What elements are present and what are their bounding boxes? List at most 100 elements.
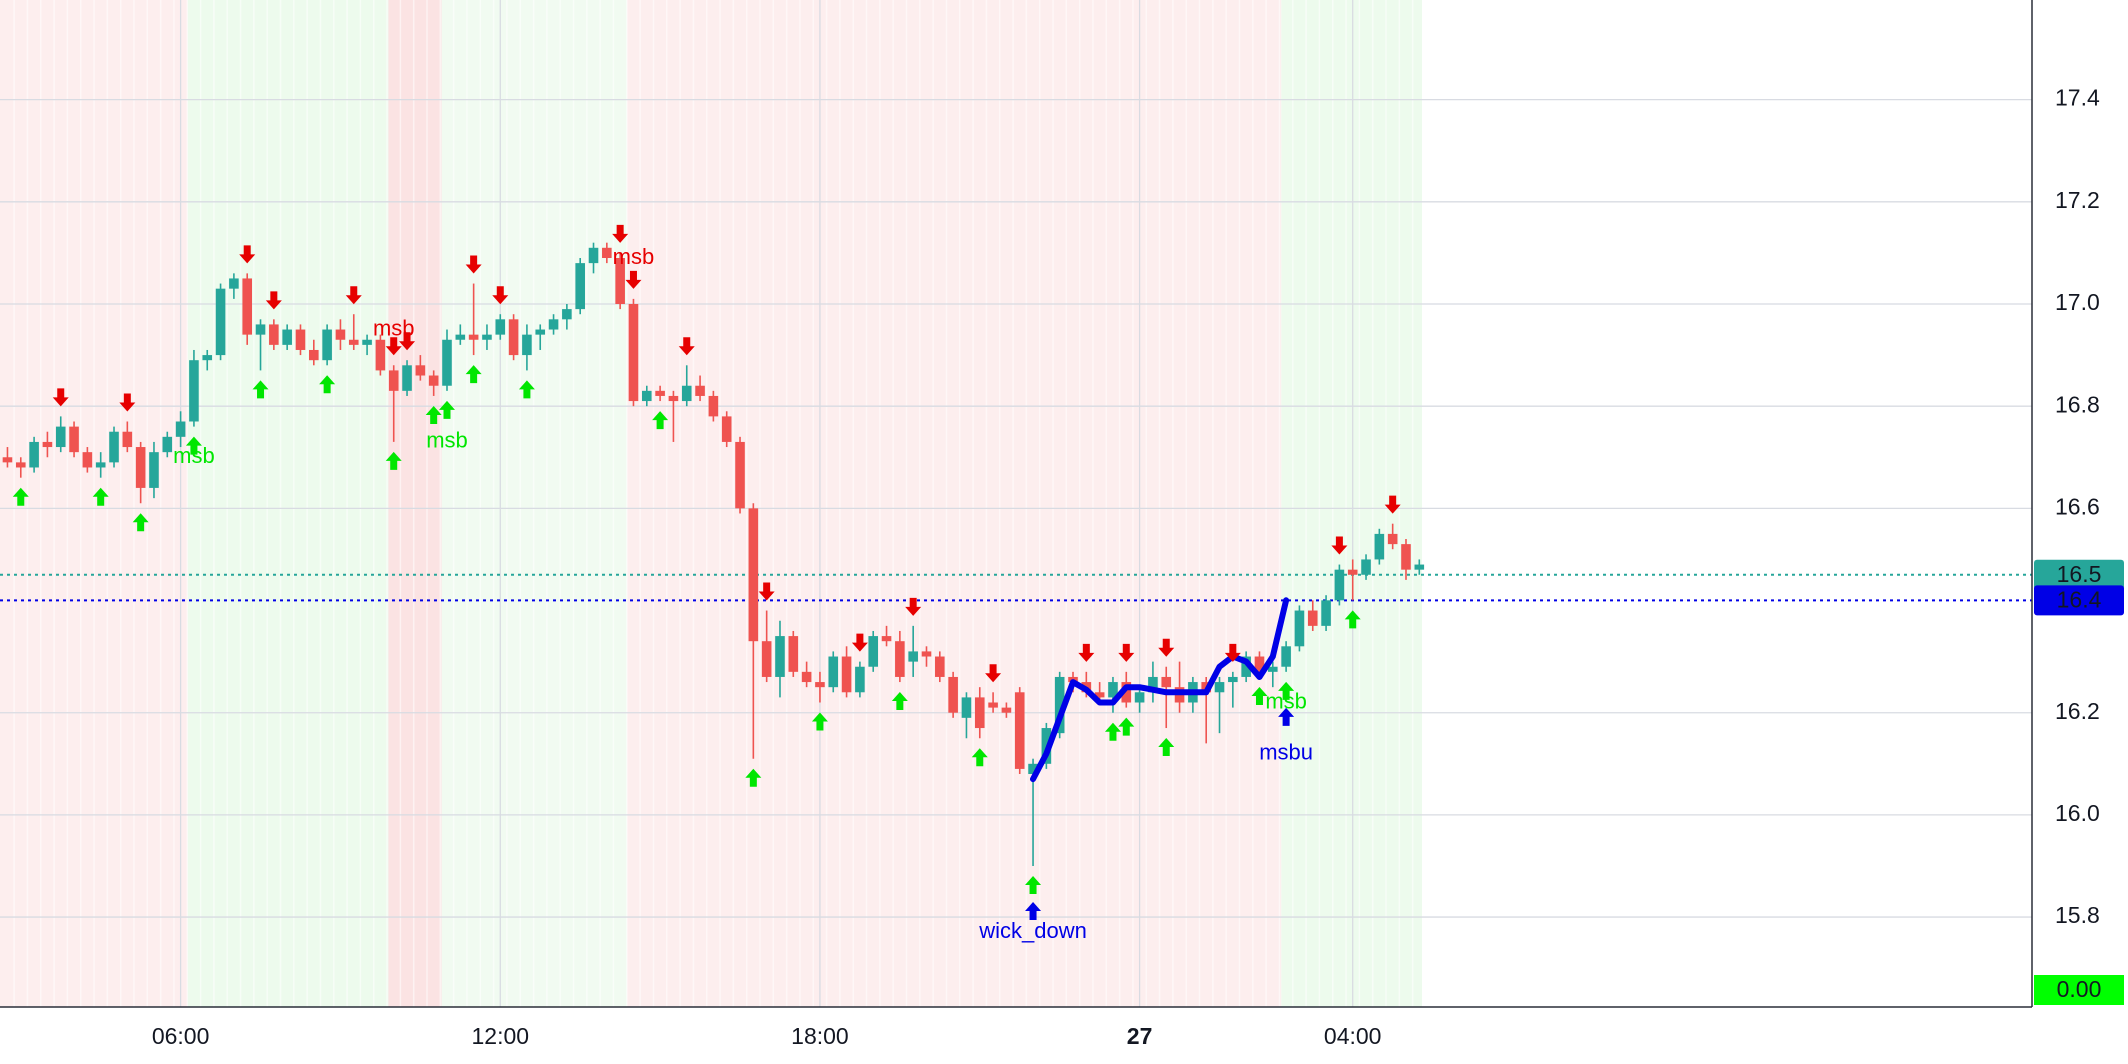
annotation: msb: [373, 315, 415, 340]
candle-body: [255, 324, 266, 335]
signal-up-arrow: [132, 513, 149, 532]
x-tick-label: 27: [1127, 1023, 1153, 1049]
candle-body: [828, 656, 839, 688]
signal-up-arrow: [438, 400, 455, 419]
candle-body: [82, 452, 93, 468]
candle-body: [801, 671, 812, 683]
indicator-label: 0.00: [2057, 976, 2102, 1002]
candle-body: [655, 390, 665, 396]
candle-body: [1307, 610, 1318, 626]
candle-body: [908, 651, 918, 662]
session-zone: [1281, 0, 1422, 1007]
signal-down-arrow: [851, 633, 868, 652]
price-lines: [0, 573, 2032, 602]
candle-body: [788, 636, 799, 672]
candle-body: [921, 651, 932, 657]
signal-up-arrow: [971, 748, 988, 767]
candle-body: [295, 329, 306, 350]
signal-down-arrow: [265, 291, 282, 310]
candle-body: [95, 462, 106, 468]
signals: [12, 224, 1401, 920]
candle-body: [775, 636, 785, 677]
candle-body: [522, 334, 532, 356]
signal-blue-arrow: [1278, 707, 1295, 726]
candle-body: [1241, 656, 1251, 677]
session-zone: [187, 0, 389, 1007]
annotation: wick_down: [978, 918, 1087, 943]
candle-body: [69, 426, 79, 453]
candle-body: [202, 355, 213, 361]
candle-body: [668, 395, 679, 402]
annotation: msbu: [1259, 739, 1313, 764]
y-tick-label: 17.2: [2055, 187, 2100, 213]
candle-body: [1268, 666, 1278, 672]
signal-down-arrow: [465, 255, 482, 274]
signal-down-arrow: [239, 245, 256, 264]
signal-down-arrow: [625, 270, 642, 289]
candle-body: [1334, 569, 1345, 601]
candle-body: [1361, 559, 1371, 575]
session-zone: [627, 0, 1282, 1007]
signal-down-arrow: [1158, 638, 1175, 657]
candle-body: [162, 436, 173, 453]
signal-down-arrow: [345, 286, 362, 305]
candle-body: [628, 303, 639, 402]
candle-body: [402, 365, 412, 391]
session-zone: [388, 0, 442, 1007]
y-tick-label: 16.6: [2055, 493, 2100, 519]
candle-body: [322, 329, 332, 361]
signal-down-arrow: [905, 597, 922, 616]
candle-body: [1161, 676, 1172, 688]
candle-body: [1401, 544, 1411, 570]
signal-up-arrow: [745, 768, 762, 787]
x-tick-label: 04:00: [1324, 1023, 1382, 1049]
y-tick-label: 16.8: [2055, 391, 2100, 417]
candle-body: [948, 676, 958, 713]
candle-body: [855, 666, 865, 693]
candle-body: [1001, 707, 1012, 713]
candle-body: [1294, 610, 1305, 647]
signal-down-arrow: [1078, 643, 1095, 662]
signal-up-arrow: [1118, 717, 1135, 736]
annotation: msb: [426, 428, 468, 453]
signal-down-arrow: [52, 388, 69, 407]
candle-body: [215, 288, 226, 356]
x-tick-label: 12:00: [471, 1023, 529, 1049]
indicator-badge: [2034, 975, 2124, 1005]
y-tick-label: 16.2: [2055, 698, 2100, 724]
candle-body: [375, 339, 386, 371]
candle-body: [282, 329, 292, 345]
candle-body: [42, 441, 53, 448]
candle-body: [961, 697, 972, 718]
signal-down-arrow: [1331, 536, 1348, 555]
candle-body: [309, 349, 319, 361]
y-tick-label: 16.0: [2055, 800, 2100, 826]
candle-body: [29, 441, 39, 468]
candle-body: [362, 339, 372, 345]
candle-body: [269, 324, 279, 345]
signal-down-arrow: [612, 224, 629, 243]
candle-body: [1387, 533, 1398, 545]
signal-up-arrow: [252, 380, 269, 399]
signal-up-arrow: [652, 411, 669, 430]
signal-up-arrow: [891, 692, 908, 711]
candle-body: [1028, 763, 1038, 775]
y-tick-label: 15.8: [2055, 902, 2100, 928]
annotations: msb msb msb msb msb msbu wick_down: [173, 244, 1313, 943]
candle-body: [681, 385, 692, 402]
signal-up-arrow: [185, 436, 202, 455]
candle-body: [881, 636, 892, 642]
signal-up-arrow: [1344, 610, 1361, 629]
signal-down-arrow: [385, 337, 402, 356]
price-badge-label: 16.5: [2057, 561, 2102, 587]
price-badge: [2034, 559, 2124, 590]
price-badge-label: 16.4: [2057, 586, 2102, 612]
candle-body: [189, 360, 199, 422]
candle-body: [748, 508, 759, 642]
candle-body: [575, 263, 585, 310]
candle-body: [895, 641, 905, 677]
candle-body: [588, 247, 599, 264]
candle-body: [641, 390, 652, 402]
